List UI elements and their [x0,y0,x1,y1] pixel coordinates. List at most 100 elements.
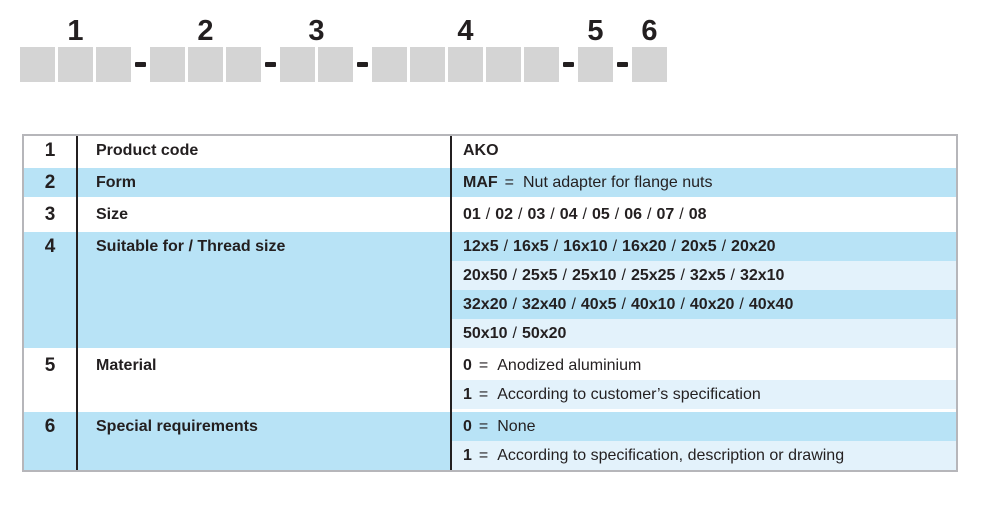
code-box-row [150,47,261,82]
list-token: 03 [527,205,546,223]
list-token: 40x10 [630,295,676,313]
value-code: 1 [463,385,472,403]
row-number-cell: 1 [24,136,76,165]
dash-separator-icon [265,62,276,67]
code-group-number: 3 [308,15,325,47]
table-row: 3 Size 01/02/03/04/05/06/07/08 [24,200,956,229]
list-token: 02 [495,205,514,223]
code-box-row [578,47,613,82]
code-box [150,47,185,82]
list-token: 20x50 [463,266,508,284]
list-token: 25x10 [572,266,617,284]
row-values-cell: 01/02/03/04/05/06/07/08 [450,200,956,229]
row-label-cell: Suitable for / Thread size [76,232,450,348]
row-number-cell: 3 [24,200,76,229]
code-box [524,47,559,82]
value-code: MAF [463,173,498,191]
value-text: None [497,417,536,435]
value-text: Anodized aluminium [497,356,642,374]
row-label: Special requirements [96,418,258,435]
dash-separator-icon [357,62,368,67]
row-values-cell: 0 = Anodized aluminium 1 = According to custo… [450,351,956,409]
code-box [372,47,407,82]
list-token: 25x25 [630,266,676,284]
row-label-cell: Material [76,351,450,409]
equals-sign: = [478,446,489,464]
row-label: Material [96,357,157,374]
row-label: Product code [96,142,199,159]
slash-separator: / [562,266,567,284]
code-group-3: 3 [280,15,353,82]
list-token: 12x5 [463,237,499,255]
slash-separator: / [721,237,727,255]
row-label: Size [96,206,129,223]
list-token: 05 [592,205,610,223]
value-line: 12x5/16x5/16x10/16x20/20x5/20x20 [450,232,956,261]
slash-separator: / [571,295,576,313]
value-line: 32x20/32x40/40x5/40x10/40x20/40x40 [450,290,956,319]
code-group-number: 6 [641,15,658,47]
list-token: 08 [688,205,707,223]
slash-separator: / [503,237,509,255]
code-box [318,47,353,82]
code-group-number: 4 [457,15,474,47]
list-token: 20x20 [731,237,776,255]
column-divider-2 [450,136,452,470]
slash-separator: / [679,205,684,223]
value-code: 1 [463,446,472,464]
code-box [58,47,93,82]
slash-separator: / [671,237,676,255]
row-label: Form [96,174,136,191]
code-group-number: 2 [197,15,214,47]
code-group-6: 6 [632,15,667,82]
value-text: According to specification, description … [497,446,845,464]
order-key-table: 1 Product code AKO 2 Form MAF = Nut adapter for… [22,134,958,472]
row-number-cell: 6 [24,412,76,470]
row-label-cell: Form [76,168,450,197]
code-group-1: 1 [20,17,131,82]
equals-sign: = [478,356,489,374]
code-box [486,47,521,82]
list-token: 40x5 [580,295,617,313]
row-number: 5 [44,355,56,376]
value-line: 1 = According to specification, descriptio… [450,441,956,470]
table-row: 4 Suitable for / Thread size 12x5/16x5/16x… [24,232,956,348]
code-group-2: 2 [150,15,261,82]
value-text: Nut adapter for flange nuts [523,173,713,191]
value-code: AKO [463,141,499,159]
code-diagram: 1 2 3 4 5 6 [20,15,984,82]
row-number-cell: 5 [24,351,76,409]
value-line: 0 = Anodized aluminium [450,351,956,380]
code-box [20,47,55,82]
value-code: 0 [463,417,472,435]
slash-separator: / [730,266,735,284]
list-token: 32x10 [739,266,785,284]
row-values-cell: MAF = Nut adapter for flange nuts [450,168,956,197]
dash-separator-icon [135,62,146,67]
value-line: 50x10/50x20 [450,319,956,348]
slash-separator: / [621,295,626,313]
code-box-row [20,47,131,82]
slash-separator: / [739,295,744,313]
row-values-cell: 12x5/16x5/16x10/16x20/20x5/20x20 20x50/25… [450,232,956,348]
code-box [578,47,613,82]
list-token: 06 [624,205,643,223]
list-token: 50x20 [521,324,567,342]
row-label-cell: Size [76,200,450,229]
row-number-cell: 4 [24,232,76,348]
equals-sign: = [478,417,489,435]
value-line: 20x50/25x5/25x10/25x25/32x5/32x10 [450,261,956,290]
slash-separator: / [550,205,555,223]
list-token: 01 [463,205,481,223]
code-box [96,47,131,82]
list-token: 04 [559,205,578,223]
row-label-cell: Special requirements [76,412,450,470]
code-box [448,47,483,82]
slash-separator: / [485,205,491,223]
code-box [410,47,445,82]
value-line: 0 = None [450,412,956,441]
equals-sign: = [504,173,514,191]
code-box [226,47,261,82]
slash-separator: / [612,237,618,255]
list-token: 16x10 [563,237,608,255]
